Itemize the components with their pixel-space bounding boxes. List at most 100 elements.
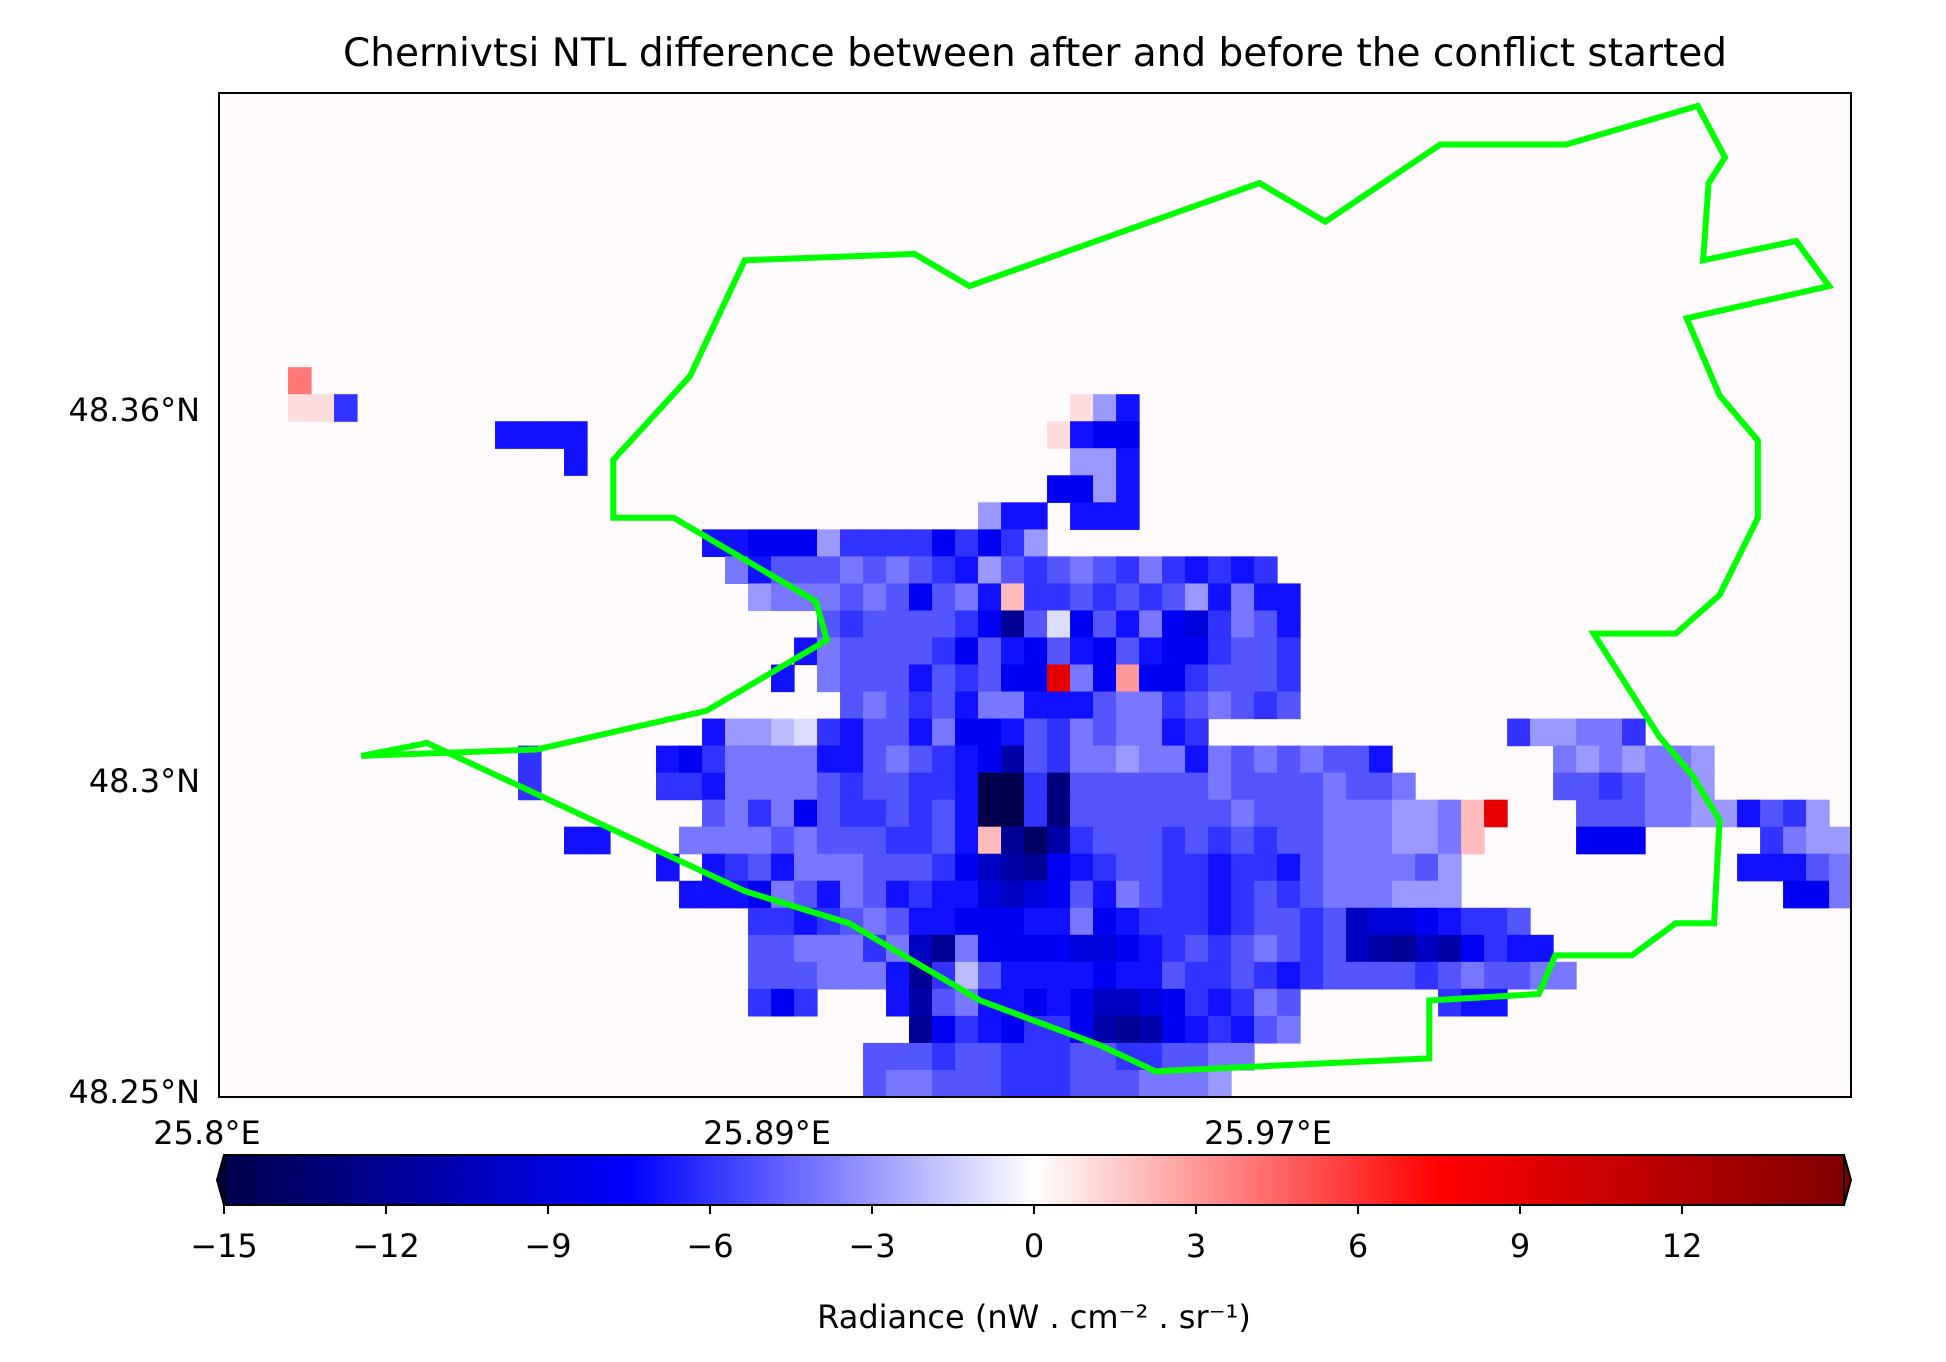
radiance-cell xyxy=(1185,664,1209,693)
radiance-cell xyxy=(748,826,772,855)
radiance-cell xyxy=(1139,961,1163,990)
radiance-cell xyxy=(840,772,864,801)
radiance-cell xyxy=(1070,448,1094,476)
radiance-cell xyxy=(1323,772,1347,801)
radiance-cell xyxy=(1001,637,1025,666)
radiance-cell xyxy=(955,880,979,909)
radiance-cell xyxy=(564,826,588,855)
radiance-cell xyxy=(1369,907,1393,936)
radiance-cell xyxy=(909,1069,933,1097)
radiance-cell xyxy=(886,1069,910,1097)
radiance-cell xyxy=(1070,556,1094,585)
radiance-cell xyxy=(1185,1042,1209,1071)
radiance-cell xyxy=(1369,826,1393,855)
radiance-cell xyxy=(1139,988,1163,1017)
radiance-cell xyxy=(1300,799,1324,828)
radiance-cell xyxy=(1162,583,1186,612)
radiance-cell xyxy=(1185,880,1209,909)
radiance-cell xyxy=(794,826,818,855)
radiance-cell xyxy=(1530,718,1554,747)
radiance-cell xyxy=(863,907,887,936)
radiance-cell xyxy=(794,556,818,585)
radiance-cell xyxy=(1806,799,1830,828)
radiance-cell xyxy=(1162,799,1186,828)
radiance-cell xyxy=(1852,827,1876,855)
radiance-cell xyxy=(955,907,979,936)
radiance-cell xyxy=(564,448,588,476)
radiance-cell xyxy=(886,826,910,855)
radiance-cell xyxy=(1185,745,1209,774)
radiance-cell xyxy=(1392,907,1416,936)
radiance-cell xyxy=(978,664,1002,693)
radiance-cell xyxy=(863,880,887,909)
radiance-cell xyxy=(748,799,772,828)
radiance-cell xyxy=(771,988,795,1017)
radiance-cell xyxy=(1254,772,1278,801)
radiance-cell xyxy=(1139,934,1163,963)
radiance-cell xyxy=(955,799,979,828)
radiance-cell xyxy=(702,718,726,747)
radiance-cell xyxy=(1024,772,1048,801)
radiance-cell xyxy=(725,556,749,585)
radiance-cell xyxy=(886,799,910,828)
radiance-cell xyxy=(679,745,703,774)
radiance-cell xyxy=(978,502,1002,530)
radiance-cell xyxy=(1185,988,1209,1017)
radiance-cell xyxy=(1231,826,1255,855)
radiance-cell xyxy=(1208,1069,1232,1097)
radiance-cell xyxy=(518,421,542,449)
colorbar-tick-label: 0 xyxy=(1024,1227,1044,1265)
radiance-cell xyxy=(1231,583,1255,612)
radiance-cell xyxy=(1093,421,1117,449)
radiance-cell xyxy=(1300,907,1324,936)
radiance-cell xyxy=(1346,826,1370,855)
radiance-cell xyxy=(1208,610,1232,639)
radiance-cell xyxy=(1323,745,1347,774)
radiance-cell xyxy=(886,853,910,882)
radiance-cell xyxy=(817,799,841,828)
radiance-cell xyxy=(1737,799,1761,828)
radiance-cell xyxy=(1001,880,1025,909)
radiance-cell xyxy=(909,907,933,936)
radiance-cell xyxy=(909,1015,933,1044)
radiance-cell xyxy=(1162,772,1186,801)
radiance-cell xyxy=(1461,934,1485,963)
radiance-cell xyxy=(1047,772,1071,801)
radiance-cell xyxy=(1093,691,1117,720)
radiance-cell xyxy=(840,934,864,963)
radiance-cell xyxy=(1185,1069,1209,1097)
radiance-cell xyxy=(1024,718,1048,747)
colorbar-ticks xyxy=(223,1205,1683,1214)
radiance-cell xyxy=(656,745,680,774)
radiance-cell xyxy=(1415,961,1439,990)
radiance-cell xyxy=(1070,988,1094,1017)
radiance-cell xyxy=(1208,799,1232,828)
radiance-cell xyxy=(1001,772,1025,801)
radiance-cell xyxy=(771,826,795,855)
radiance-cell xyxy=(1484,799,1508,828)
radiance-cell xyxy=(1139,799,1163,828)
radiance-cell xyxy=(863,664,887,693)
radiance-cell xyxy=(978,610,1002,639)
radiance-cell xyxy=(1622,745,1646,774)
lat-tick-label: 48.3°N xyxy=(89,762,200,800)
radiance-cell xyxy=(748,529,772,557)
radiance-cell xyxy=(1415,826,1439,855)
radiance-cell xyxy=(794,772,818,801)
radiance-cell xyxy=(1162,1015,1186,1044)
radiance-cell xyxy=(748,583,772,612)
radiance-cell xyxy=(932,799,956,828)
radiance-cell xyxy=(771,745,795,774)
radiance-cell xyxy=(1162,637,1186,666)
colorbar-tick-label: −6 xyxy=(686,1227,733,1265)
radiance-cell xyxy=(1024,961,1048,990)
radiance-cell xyxy=(817,664,841,693)
radiance-cell xyxy=(863,772,887,801)
radiance-cell xyxy=(1162,826,1186,855)
radiance-cell xyxy=(1024,664,1048,693)
radiance-cell xyxy=(1024,637,1048,666)
radiance-cell xyxy=(1093,718,1117,747)
radiance-cell xyxy=(1070,394,1094,422)
radiance-cell xyxy=(1047,664,1071,693)
lon-tick-label: 25.8°E xyxy=(153,1114,260,1152)
